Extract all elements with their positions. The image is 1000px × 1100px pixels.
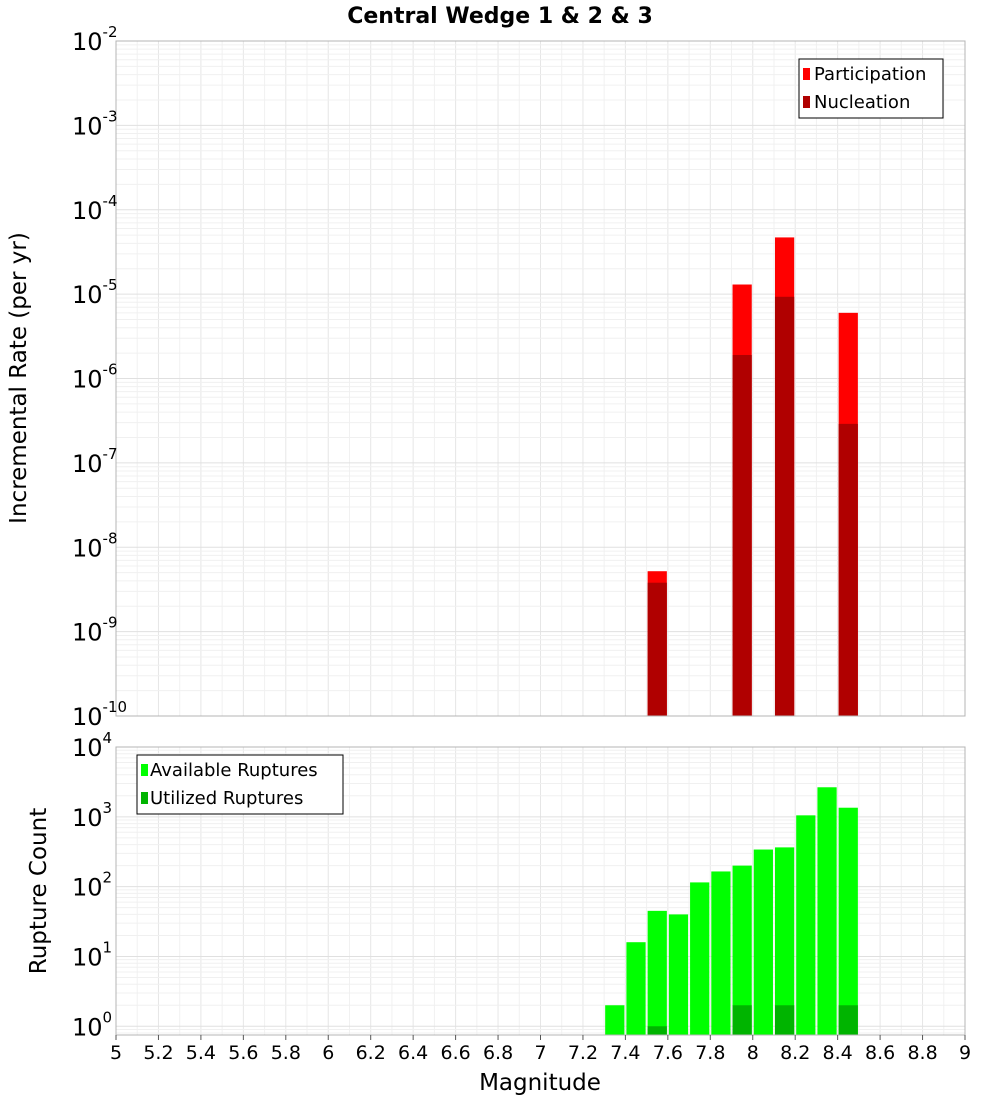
x-tick-label: 8.6: [865, 1042, 895, 1064]
bar-nucleation: [647, 582, 667, 716]
x-tick-label: 7.4: [610, 1042, 640, 1064]
bar-available-ruptures: [626, 942, 646, 1035]
bar-available-ruptures: [838, 807, 858, 1035]
legend-swatch-participation: [803, 68, 810, 80]
x-tick-label: 6.2: [356, 1042, 386, 1064]
x-tick-labels: 5 5.2 5.4 5.6 5.8 6 6.2 6.4 6.6 6.8 7 7.2 7.4 7.6 7.8 8…: [110, 1035, 971, 1064]
x-tick-label: 8.2: [780, 1042, 810, 1064]
legend-swatch-nucleation: [803, 96, 810, 108]
x-tick-label: 7.8: [695, 1042, 725, 1064]
bottom-panel: 104 103 102 101 100 5 5.2 5.4 5.6 5.8 6 6.2 6.4 6.6 6…: [26, 729, 971, 1096]
legend-swatch-available: [141, 764, 148, 776]
bar-available-ruptures: [732, 865, 752, 1035]
top-y-axis-label: Incremental Rate (per yr): [6, 232, 32, 524]
y-tick-label: 101: [72, 938, 112, 971]
y-tick-label: 10-3: [72, 107, 118, 140]
bar-utilized-ruptures: [732, 1005, 752, 1035]
top-grid: [115, 40, 966, 717]
bottom-y-tick-labels: 104 103 102 101 100: [72, 729, 112, 1041]
x-tick-label: 5.8: [271, 1042, 301, 1064]
legend-swatch-utilized: [141, 792, 148, 804]
bar-available-ruptures: [605, 1005, 625, 1035]
bottom-legend: Available Ruptures Utilized Ruptures: [136, 754, 344, 815]
y-tick-label: 10-2: [72, 23, 118, 56]
bar-available-ruptures: [753, 849, 773, 1035]
top-plot-border: [115, 40, 966, 717]
x-tick-label: 8.8: [907, 1042, 937, 1064]
bar-nucleation: [732, 354, 752, 716]
x-tick-label: 6: [322, 1042, 334, 1064]
y-tick-label: 100: [72, 1008, 112, 1041]
bar-available-ruptures: [774, 847, 795, 1035]
bottom-legend-box: [136, 754, 344, 815]
x-tick-label: 6.8: [483, 1042, 513, 1064]
y-tick-label: 104: [72, 729, 112, 762]
y-tick-label: 10-8: [72, 529, 118, 562]
y-tick-label: 102: [72, 869, 112, 902]
legend-label-utilized: Utilized Ruptures: [150, 788, 303, 809]
bottom-y-axis-label: Rupture Count: [26, 808, 52, 974]
legend-label-participation: Participation: [814, 64, 926, 85]
bar-nucleation: [838, 423, 858, 716]
y-tick-label: 10-5: [72, 276, 118, 309]
bar-utilized-ruptures: [774, 1005, 795, 1035]
y-tick-label: 10-7: [72, 445, 118, 478]
chart-title: Central Wedge 1 & 2 & 3: [347, 4, 653, 29]
x-tick-label: 5.2: [143, 1042, 173, 1064]
legend-label-nucleation: Nucleation: [814, 92, 910, 113]
x-tick-label: 9: [959, 1042, 971, 1064]
x-axis-label: Magnitude: [479, 1070, 601, 1096]
x-tick-label: 5.6: [228, 1042, 258, 1064]
x-tick-label: 6.4: [398, 1042, 428, 1064]
bar-available-ruptures: [817, 787, 837, 1035]
top-legend: Participation Nucleation: [798, 58, 944, 119]
top-panel: 10-2 10-3 10-4 10-5 10-6 10-7 10-8 10-9 10-10 In…: [6, 23, 966, 731]
y-tick-label: 10-6: [72, 361, 118, 394]
y-tick-label: 10-9: [72, 614, 118, 647]
legend-label-available: Available Ruptures: [150, 760, 318, 781]
top-bars: [647, 237, 858, 716]
y-tick-label: 10-4: [72, 192, 118, 225]
x-tick-label: 6.6: [440, 1042, 470, 1064]
bar-nucleation: [774, 296, 795, 716]
bar-available-ruptures: [668, 914, 689, 1035]
x-tick-label: 5.4: [186, 1042, 216, 1064]
x-tick-label: 7.6: [653, 1042, 683, 1064]
bar-available-ruptures: [711, 871, 731, 1035]
bar-utilized-ruptures: [647, 1026, 667, 1035]
bar-available-ruptures: [796, 815, 816, 1035]
y-tick-label: 10-10: [72, 698, 127, 731]
x-tick-label: 8.4: [823, 1042, 853, 1064]
bar-utilized-ruptures: [838, 1005, 858, 1035]
x-tick-label: 5: [110, 1042, 122, 1064]
bar-available-ruptures: [690, 882, 710, 1035]
x-tick-label: 7: [534, 1042, 546, 1064]
top-y-tick-labels: 10-2 10-3 10-4 10-5 10-6 10-7 10-8 10-9 10-10: [72, 23, 127, 731]
y-tick-label: 103: [72, 799, 112, 832]
x-tick-label: 8: [747, 1042, 759, 1064]
bar-available-ruptures: [647, 910, 667, 1035]
x-tick-label: 7.2: [568, 1042, 598, 1064]
bottom-bars: [605, 787, 858, 1035]
top-legend-box: [798, 58, 944, 119]
